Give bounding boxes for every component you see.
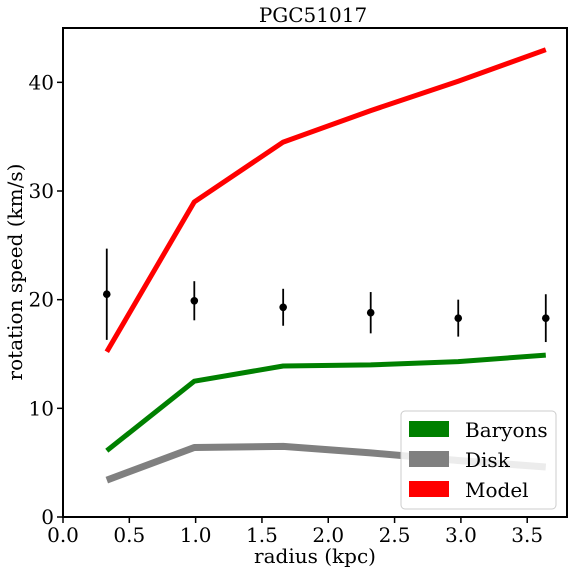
- legend-swatch-model: [409, 481, 449, 497]
- y-tick-label: 30: [29, 179, 54, 203]
- y-tick-label: 40: [29, 70, 54, 94]
- observed-point: [454, 314, 463, 322]
- x-tick-label: 2.5: [379, 523, 411, 547]
- legend: Baryons Disk Model: [400, 410, 557, 510]
- series-line-model: [104, 47, 547, 354]
- x-tick-label: 0.0: [47, 523, 79, 547]
- legend-swatch-baryons: [409, 421, 449, 437]
- observed-point: [190, 296, 199, 305]
- legend-label-baryons: Baryons: [465, 418, 548, 442]
- legend-swatch-disk: [409, 451, 449, 467]
- x-tick-label: 3.0: [445, 523, 477, 547]
- observed-point: [279, 303, 287, 312]
- y-tick-label: 20: [29, 288, 54, 312]
- y-axis: 0 10 20 30 40: [29, 70, 63, 529]
- chart-title: PGC51017: [259, 3, 367, 27]
- y-axis-label: rotation speed (km/s): [3, 164, 27, 381]
- plot-frame: [62, 27, 568, 518]
- observed-point: [541, 314, 550, 322]
- x-tick-label: 2.0: [312, 523, 344, 547]
- x-tick-label: 0.5: [113, 523, 145, 547]
- observed-point: [102, 290, 111, 299]
- x-axis-label: radius (kpc): [254, 544, 376, 568]
- legend-label-disk: Disk: [465, 448, 511, 472]
- series-line-baryons: [105, 352, 546, 453]
- observed-point: [366, 308, 375, 317]
- x-axis: 0.0 0.5 1.0 1.5 2.0 2.5 3.0 3.5: [47, 517, 543, 547]
- x-tick-label: 1.5: [246, 523, 278, 547]
- observed-points: [102, 248, 550, 343]
- x-tick-label: 3.5: [511, 523, 543, 547]
- y-tick-label: 0: [41, 505, 54, 529]
- x-tick-label: 1.0: [180, 523, 212, 547]
- y-tick-label: 10: [29, 396, 54, 420]
- legend-label-model: Model: [465, 478, 529, 502]
